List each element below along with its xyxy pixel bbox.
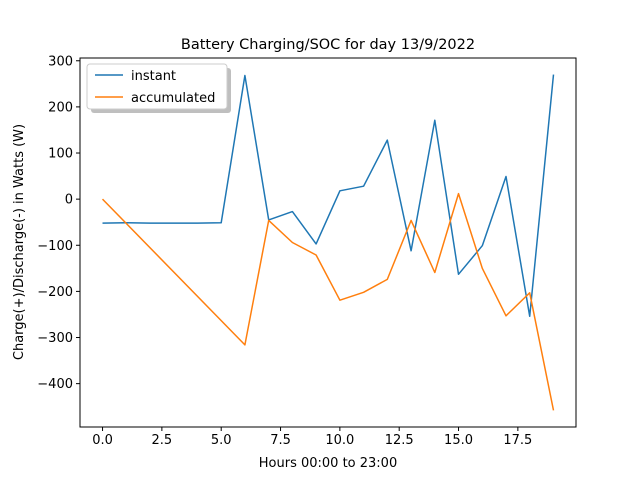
series-layer — [101, 74, 555, 411]
y-tick-label: −300 — [37, 331, 73, 346]
y-tick-label: 300 — [48, 54, 73, 69]
x-tick-label: 2.5 — [152, 433, 173, 448]
y-axis-ticks: −400 −300 −200 −100 0 100 200 300 — [37, 54, 80, 392]
x-tick-label: 10.0 — [325, 433, 354, 448]
x-tick-label: 0.0 — [92, 433, 113, 448]
y-tick-label: −200 — [37, 285, 73, 300]
y-tick-label: −100 — [37, 239, 73, 254]
series-line-instant — [102, 74, 555, 318]
y-axis-label: Charge(+)/Discharge(-) in Watts (W) — [12, 124, 27, 360]
y-tick-label: 100 — [48, 147, 73, 162]
y-tick-label: 200 — [48, 100, 73, 115]
legend: instant accumulated — [86, 63, 231, 113]
chart-title: Battery Charging/SOC for day 13/9/2022 — [181, 37, 475, 53]
x-tick-label: 17.5 — [503, 433, 532, 448]
x-tick-label: 12.5 — [385, 433, 414, 448]
series-line-accumulated — [101, 192, 555, 411]
plot-frame — [79, 57, 577, 428]
legend-label-instant: instant — [131, 69, 176, 84]
x-axis-ticks: 0.0 2.5 5.0 7.5 10.0 12.5 15.0 17.5 — [92, 427, 532, 448]
legend-label-accumulated: accumulated — [131, 91, 215, 106]
y-tick-label: −400 — [37, 377, 73, 392]
x-axis-label: Hours 00:00 to 23:00 — [259, 456, 397, 471]
x-tick-label: 5.0 — [211, 433, 232, 448]
x-tick-label: 7.5 — [270, 433, 291, 448]
x-tick-label: 15.0 — [444, 433, 473, 448]
y-tick-label: 0 — [65, 193, 73, 208]
